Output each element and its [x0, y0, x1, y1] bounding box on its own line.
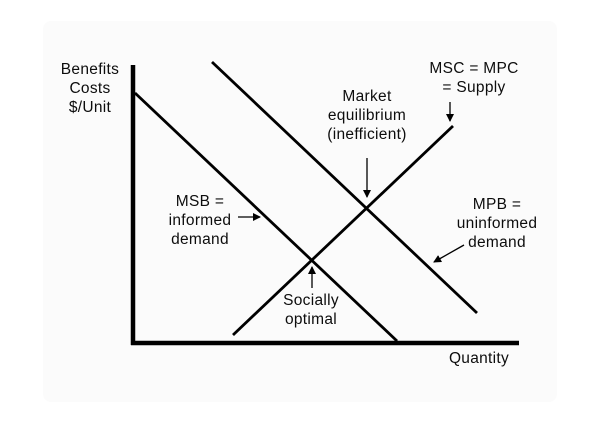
- msb-label-line-3: demand: [171, 231, 229, 248]
- supply-label: MSC = MPC = Supply: [429, 59, 518, 97]
- msb-label-line-1: MSB =: [175, 193, 225, 210]
- y-axis-label-line-3: $/Unit: [68, 99, 112, 116]
- x-axis-label-text: Quantity: [448, 350, 510, 367]
- y-axis-label-line-1: Benefits: [60, 61, 120, 78]
- x-axis-label: Quantity: [449, 349, 509, 368]
- market-equilibrium-line-2: equilibrium: [327, 107, 407, 124]
- market-equilibrium-label: Market equilibrium (inefficient): [327, 87, 406, 144]
- diagram-panel: [43, 21, 557, 402]
- y-axis-label: Benefits Costs $/Unit: [61, 60, 119, 117]
- mpb-label-line-2: uninformed: [456, 215, 538, 232]
- msb-label: MSB = informed demand: [169, 192, 232, 249]
- mpb-label-line-3: demand: [468, 234, 526, 251]
- mpb-label-line-1: MPB =: [472, 196, 522, 213]
- socially-optimal-line-2: optimal: [284, 311, 338, 328]
- supply-line: [232, 124, 454, 337]
- market-equilibrium-line-3: (inefficient): [327, 126, 407, 143]
- mpb-label: MPB = uninformed demand: [457, 195, 538, 252]
- socially-optimal-label: Socially optimal: [283, 291, 339, 329]
- mpb-uninformed-demand-line: [211, 60, 478, 315]
- mpb-label-arrow: [433, 244, 465, 263]
- supply-label-line-2: = Supply: [442, 79, 506, 96]
- socially-optimal-line-1: Socially: [283, 292, 339, 309]
- supply-label-line-1: MSC = MPC: [429, 60, 519, 77]
- msb-informed-demand-line: [134, 91, 398, 343]
- msb-label-line-2: informed: [168, 212, 232, 229]
- y-axis-label-line-2: Costs: [69, 80, 111, 97]
- market-equilibrium-line-1: Market: [342, 88, 392, 105]
